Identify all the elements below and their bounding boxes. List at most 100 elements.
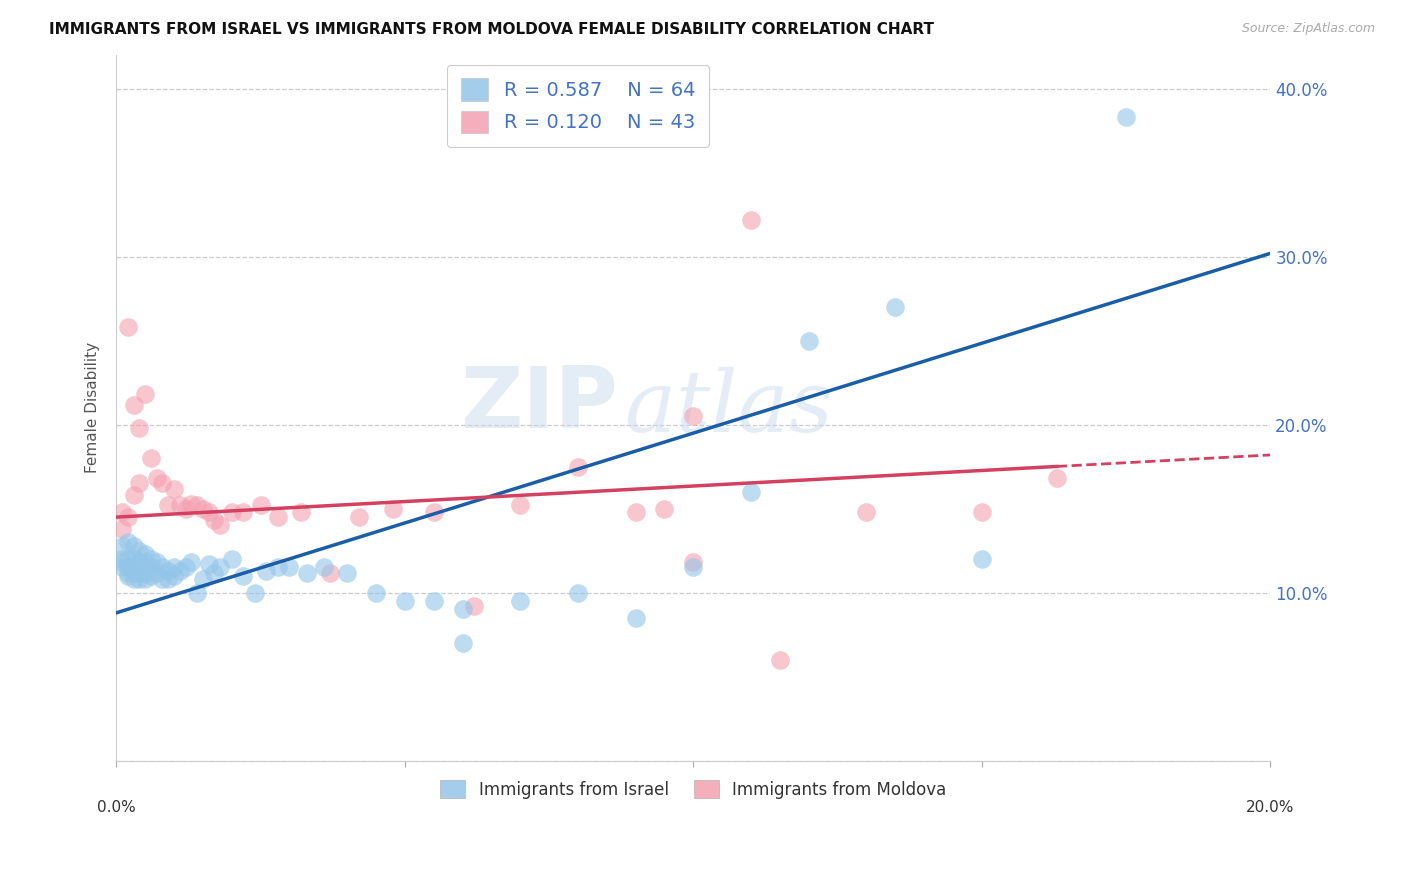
Point <box>157 499 180 513</box>
Point <box>740 484 762 499</box>
Point <box>111 560 134 574</box>
Point <box>128 566 150 580</box>
Point <box>209 518 232 533</box>
Point <box>163 560 186 574</box>
Point <box>111 539 134 553</box>
Point <box>624 611 647 625</box>
Point <box>682 560 704 574</box>
Point <box>139 451 162 466</box>
Point <box>139 569 162 583</box>
Text: IMMIGRANTS FROM ISRAEL VS IMMIGRANTS FROM MOLDOVA FEMALE DISABILITY CORRELATION : IMMIGRANTS FROM ISRAEL VS IMMIGRANTS FRO… <box>49 22 934 37</box>
Point <box>970 505 993 519</box>
Point <box>134 572 156 586</box>
Point <box>312 560 335 574</box>
Point <box>394 594 416 608</box>
Point <box>169 564 191 578</box>
Point <box>382 501 405 516</box>
Point <box>122 566 145 580</box>
Point <box>221 552 243 566</box>
Point <box>117 320 139 334</box>
Point <box>122 560 145 574</box>
Point <box>145 566 167 580</box>
Point <box>191 501 214 516</box>
Point <box>567 459 589 474</box>
Point <box>157 572 180 586</box>
Text: ZIP: ZIP <box>461 363 619 446</box>
Point <box>509 594 531 608</box>
Point <box>797 334 820 348</box>
Point <box>336 566 359 580</box>
Point <box>267 560 290 574</box>
Point <box>970 552 993 566</box>
Point <box>111 505 134 519</box>
Point <box>152 560 174 574</box>
Point <box>422 594 444 608</box>
Text: atlas: atlas <box>624 367 834 450</box>
Point <box>128 543 150 558</box>
Point <box>122 488 145 502</box>
Point <box>122 572 145 586</box>
Point <box>117 535 139 549</box>
Point <box>145 556 167 570</box>
Point <box>174 560 197 574</box>
Point <box>122 552 145 566</box>
Point <box>209 560 232 574</box>
Y-axis label: Female Disability: Female Disability <box>86 343 100 474</box>
Point <box>1046 471 1069 485</box>
Point <box>509 499 531 513</box>
Point <box>202 566 225 580</box>
Point <box>117 569 139 583</box>
Point <box>654 501 676 516</box>
Point <box>117 560 139 574</box>
Point <box>769 653 792 667</box>
Point <box>295 566 318 580</box>
Point <box>122 398 145 412</box>
Point <box>232 505 254 519</box>
Point <box>122 539 145 553</box>
Point <box>117 510 139 524</box>
Point <box>117 552 139 566</box>
Point <box>855 505 877 519</box>
Point <box>624 505 647 519</box>
Point <box>111 552 134 566</box>
Point <box>347 510 370 524</box>
Point <box>180 556 202 570</box>
Point <box>451 602 474 616</box>
Point <box>197 557 219 571</box>
Point <box>186 585 208 599</box>
Point <box>249 499 271 513</box>
Point <box>682 556 704 570</box>
Point <box>134 566 156 580</box>
Point <box>152 476 174 491</box>
Point <box>152 572 174 586</box>
Point <box>267 510 290 524</box>
Point <box>682 409 704 424</box>
Point <box>221 505 243 519</box>
Point <box>111 556 134 570</box>
Point <box>422 505 444 519</box>
Point <box>278 560 301 574</box>
Text: 0.0%: 0.0% <box>97 799 135 814</box>
Point <box>139 560 162 574</box>
Point <box>128 556 150 570</box>
Point <box>319 566 342 580</box>
Point <box>186 499 208 513</box>
Point <box>191 572 214 586</box>
Point <box>128 476 150 491</box>
Point <box>169 499 191 513</box>
Point <box>884 300 907 314</box>
Text: Source: ZipAtlas.com: Source: ZipAtlas.com <box>1241 22 1375 36</box>
Point <box>139 552 162 566</box>
Point <box>364 585 387 599</box>
Text: 20.0%: 20.0% <box>1246 799 1295 814</box>
Point <box>254 564 277 578</box>
Point <box>145 471 167 485</box>
Point <box>128 421 150 435</box>
Point <box>134 556 156 570</box>
Point <box>163 569 186 583</box>
Point <box>1115 110 1137 124</box>
Point <box>463 599 485 614</box>
Point <box>180 497 202 511</box>
Point <box>567 585 589 599</box>
Point <box>134 387 156 401</box>
